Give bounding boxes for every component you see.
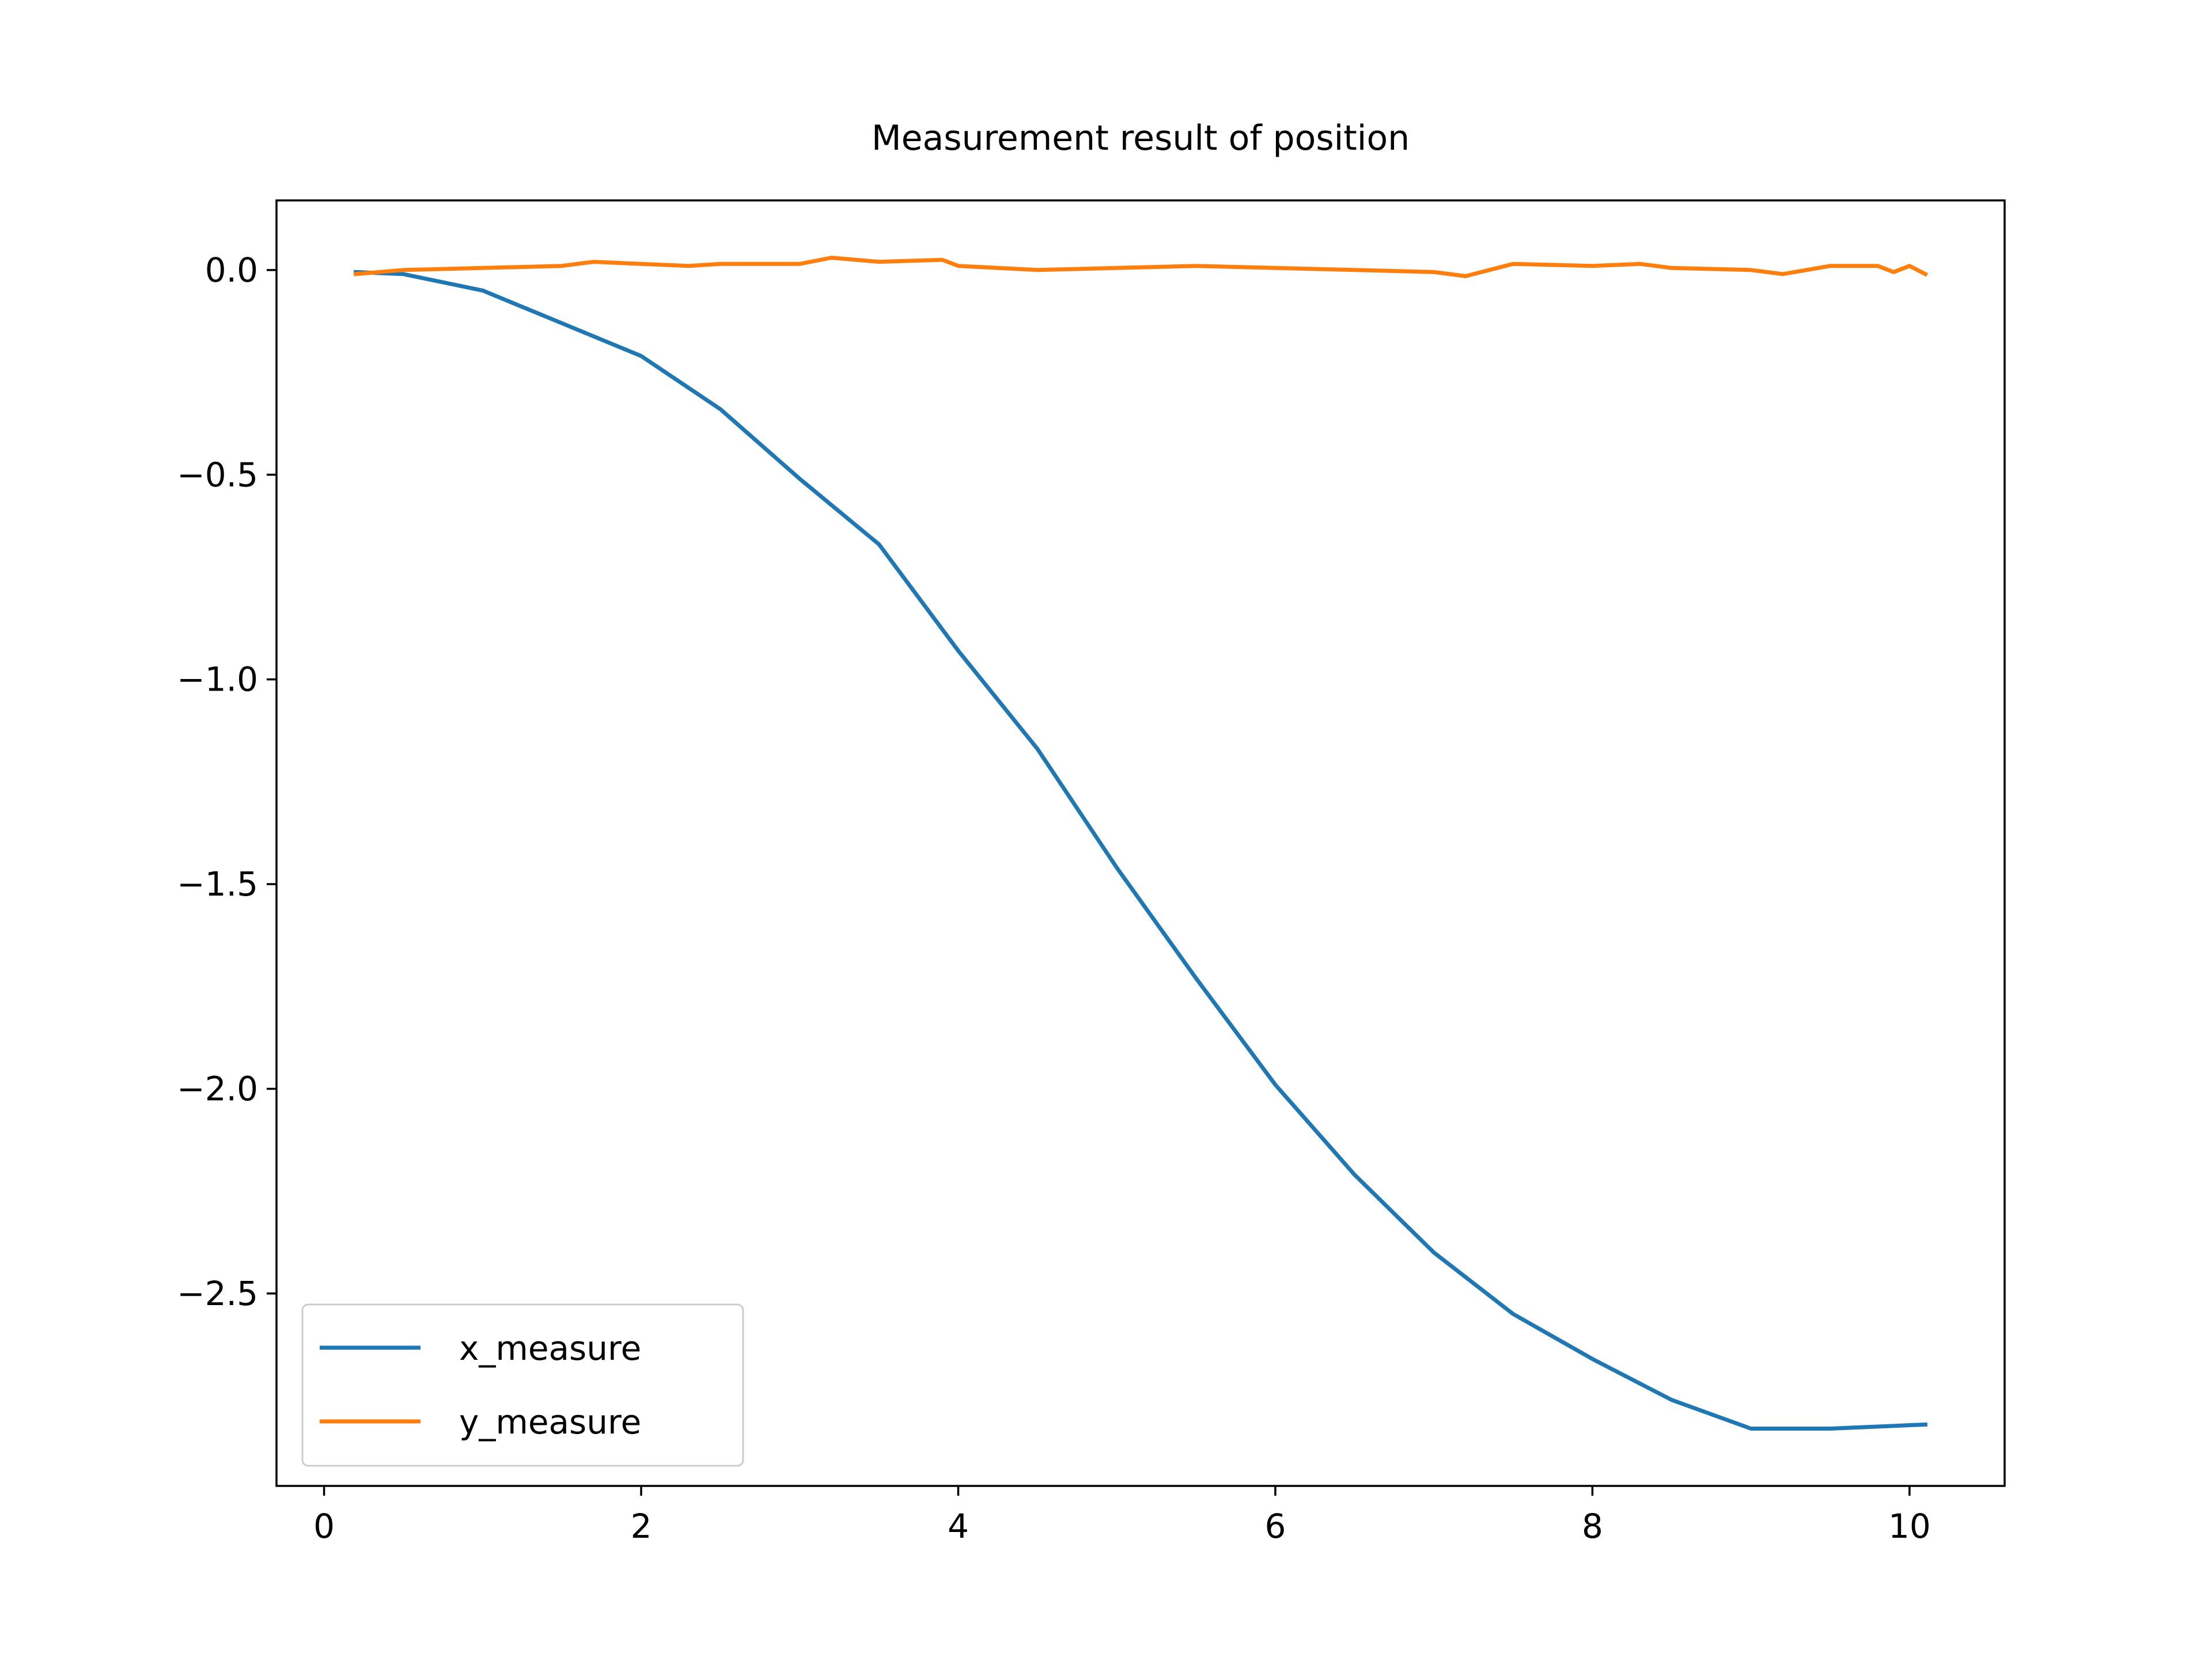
legend-label-x_measure: x_measure bbox=[459, 1329, 641, 1368]
x-tick-label: 6 bbox=[1264, 1507, 1286, 1546]
y-tick-label: 0.0 bbox=[205, 251, 258, 290]
y-tick-label: −1.0 bbox=[177, 660, 258, 699]
x-tick-label: 2 bbox=[631, 1507, 652, 1546]
x-tick-label: 0 bbox=[313, 1507, 335, 1546]
chart-title: Measurement result of position bbox=[871, 118, 1410, 158]
y-tick-label: −2.5 bbox=[177, 1274, 258, 1313]
x-tick-label: 8 bbox=[1582, 1507, 1603, 1546]
y-tick-label: −0.5 bbox=[177, 455, 258, 494]
series-line-x_measure bbox=[353, 270, 1928, 1431]
legend-box bbox=[301, 1303, 744, 1467]
series-line-y_measure bbox=[353, 256, 1929, 278]
legend-label-y_measure: y_measure bbox=[459, 1402, 641, 1442]
y-tick-label: −2.0 bbox=[177, 1069, 258, 1108]
x-tick-label: 10 bbox=[1888, 1507, 1931, 1546]
y-tick-label: −1.5 bbox=[177, 864, 258, 904]
plot-frame bbox=[275, 199, 2006, 1487]
x-tick-label: 4 bbox=[948, 1507, 969, 1546]
